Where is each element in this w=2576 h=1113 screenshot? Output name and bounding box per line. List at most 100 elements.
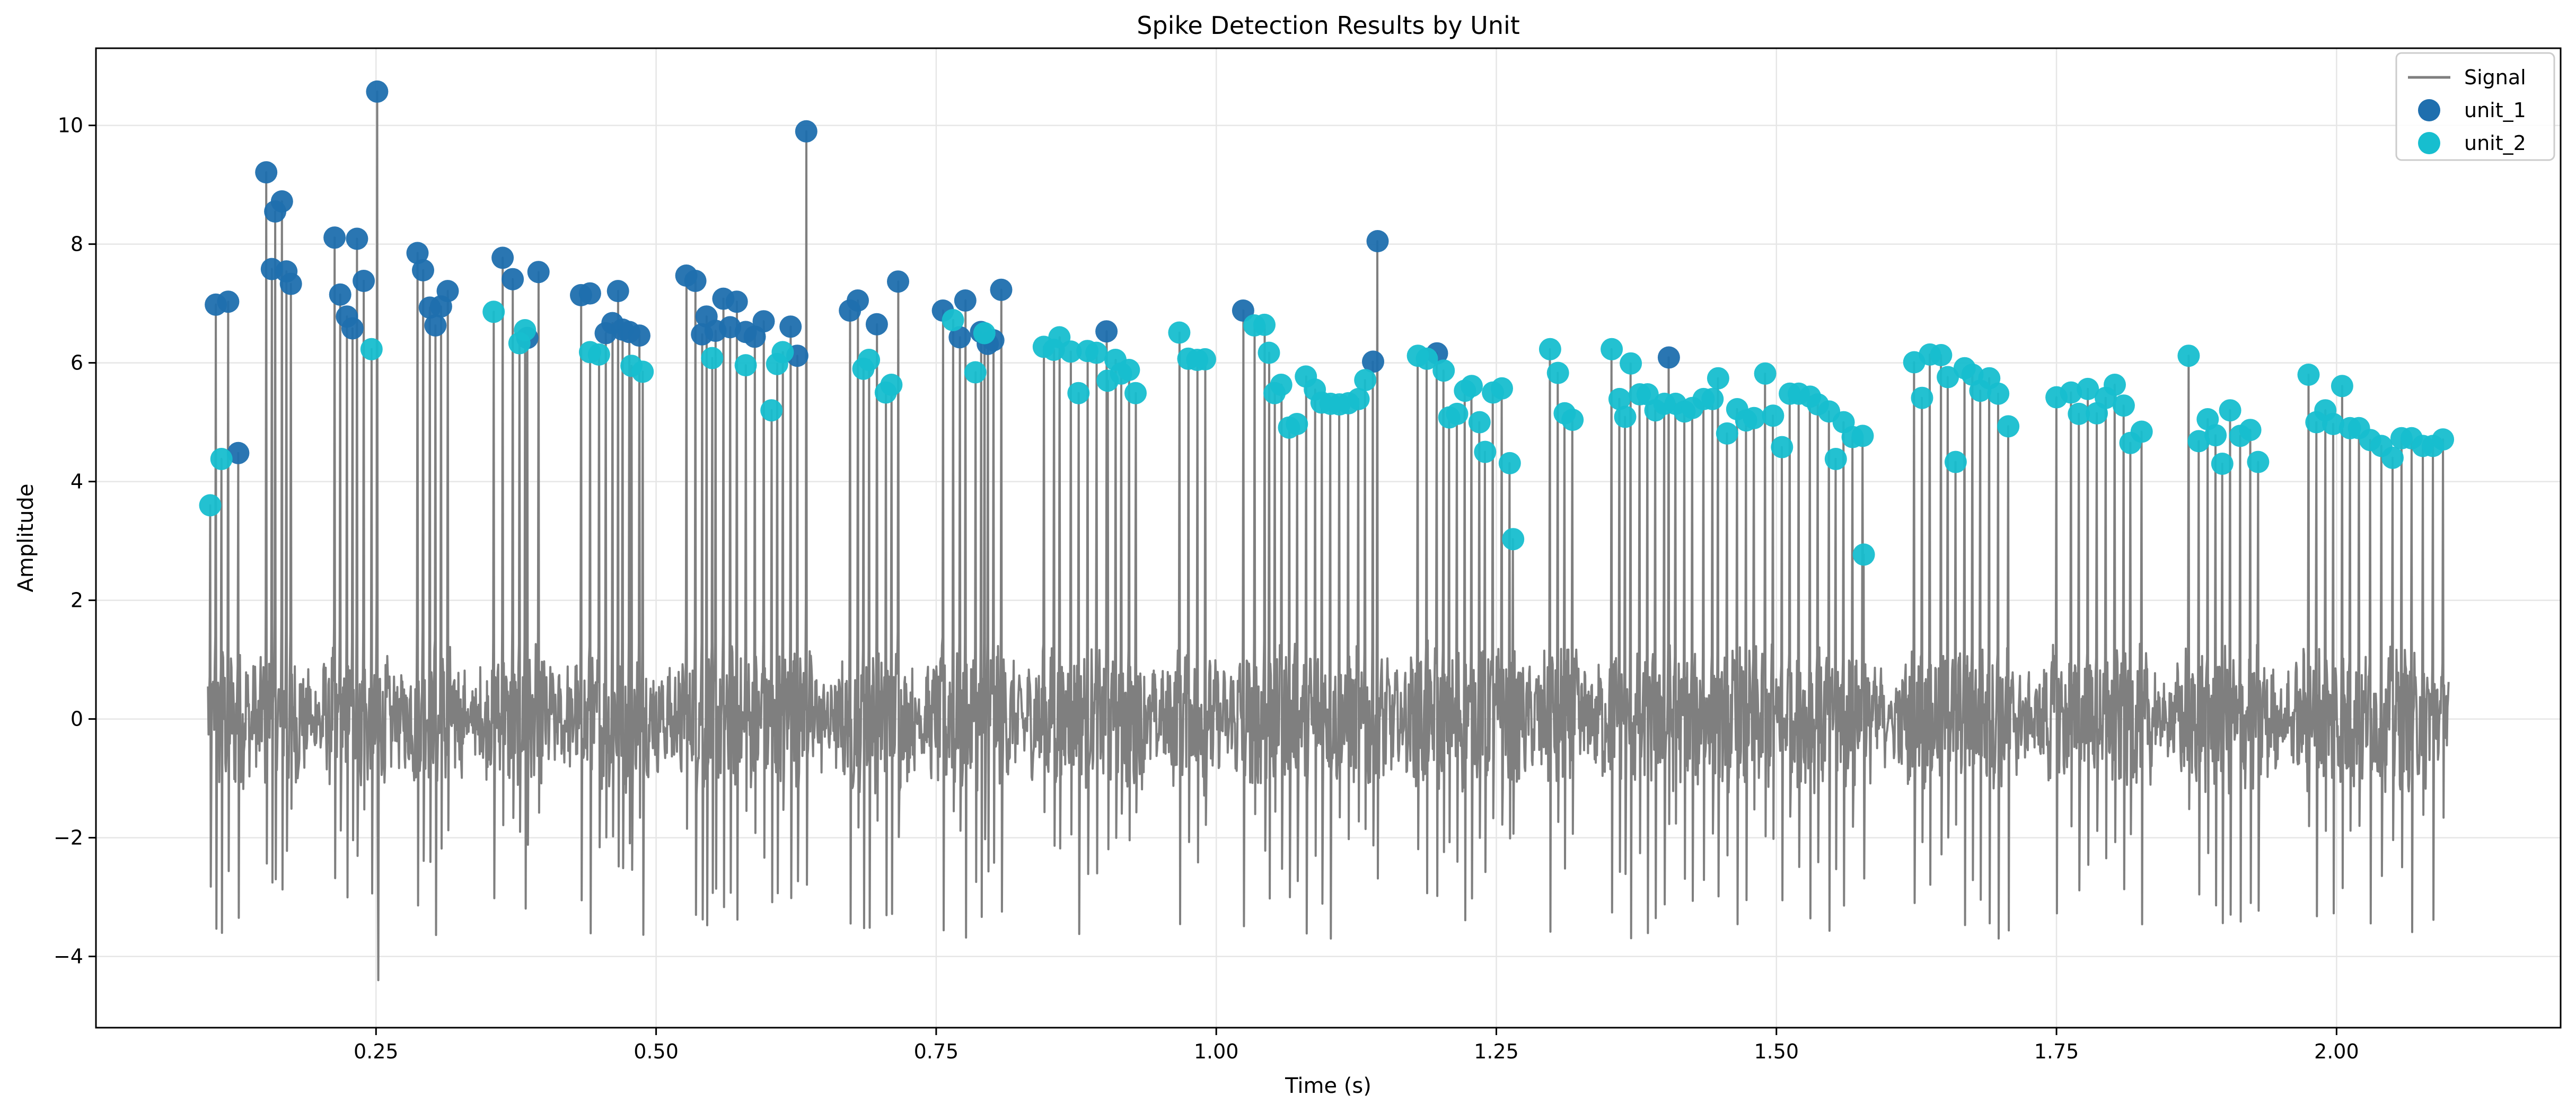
legend: Signal unit_1 unit_2 <box>2395 52 2555 161</box>
x-axis-ticks: 0.25 0.50 0.75 1.00 1.25 1.50 1.75 2.00 <box>354 1028 2359 1063</box>
unit-2-spike-marker <box>1614 405 1637 428</box>
unit-1-spike-marker <box>279 272 302 295</box>
unit-2-spike-marker <box>2130 420 2153 443</box>
plot-area-frame <box>95 47 2562 1029</box>
x-tick-label: 1.50 <box>1754 1040 1799 1063</box>
y-tick-label: −2 <box>54 826 83 850</box>
legend-box <box>2395 52 2555 161</box>
unit-2-spike-marker <box>1446 402 1469 425</box>
unit-2-spike-marker <box>1824 448 1847 470</box>
x-tick-label: 0.50 <box>634 1040 679 1063</box>
unit-1-spike-marker <box>990 278 1013 301</box>
unit-2-spike-marker <box>1987 382 2010 405</box>
x-tick-label: 1.00 <box>1194 1040 1239 1063</box>
unit-2-spike-marker <box>1461 375 1483 398</box>
unit-2-spike-marker <box>2068 402 2090 425</box>
unit-2-spike-marker <box>2239 419 2262 441</box>
unit-1-spike-marker <box>502 268 524 290</box>
unit-2-spike-marker <box>1085 341 1108 364</box>
y-axis-ticks: −4 −2 0 2 4 6 8 10 <box>54 114 96 968</box>
unit-1-spike-marker <box>346 227 368 250</box>
unit-1-spike-marker <box>436 280 459 303</box>
unit-2-spike-marker <box>1608 387 1631 410</box>
unit-1-spike-marker <box>1095 320 1118 343</box>
unit-2-spike-marker <box>1716 422 1738 445</box>
unit-2-spike-marker <box>1620 352 1642 375</box>
unit-2-spike-marker <box>2204 424 2227 447</box>
legend-unit-2-swatch <box>2418 132 2440 154</box>
unit-2-spike-marker <box>1416 347 1438 370</box>
unit-2-spike-marker <box>1468 411 1491 434</box>
unit-2-spike-marker <box>2177 344 2200 367</box>
legend-unit-1-swatch <box>2418 99 2440 121</box>
legend-label: Signal <box>2464 66 2526 89</box>
y-axis-label: Amplitude <box>14 484 38 593</box>
unit-1-spike-marker <box>628 324 650 347</box>
unit-2-spike-marker <box>858 349 881 371</box>
unit-2-spike-marker <box>1911 386 1933 409</box>
unit-2-spike-marker <box>1538 338 1561 360</box>
unit-2-spike-marker <box>1546 361 1569 384</box>
unit-2-spike-marker <box>2247 450 2270 473</box>
unit-2-spike-marker <box>2112 394 2135 417</box>
unit-2-spike-marker <box>2381 446 2404 469</box>
unit-2-spike-marker <box>1771 436 1793 458</box>
unit-2-spike-marker <box>514 319 537 341</box>
unit-2-spike-marker <box>760 399 783 422</box>
y-tick-label: 2 <box>71 589 83 612</box>
unit-2-spike-marker <box>1852 543 1875 566</box>
unit-2-spike-marker <box>2077 377 2099 400</box>
legend-label: unit_2 <box>2464 131 2526 155</box>
unit-2-spike-marker <box>2322 413 2344 435</box>
unit-2-spike-marker <box>1851 425 1874 447</box>
unit-2-spike-marker <box>1124 382 1147 404</box>
y-tick-label: 8 <box>71 233 83 256</box>
unit-2-spike-marker <box>1354 369 1377 392</box>
unit-1-spike-marker <box>366 80 389 103</box>
unit-1-spike-marker <box>353 270 375 292</box>
unit-2-spike-marker <box>2432 428 2455 451</box>
unit-1-spike-marker <box>725 290 748 313</box>
unit-1-spike-marker <box>865 313 888 335</box>
unit-2-spike-marker <box>587 343 610 366</box>
unit-1-spike-marker <box>323 226 346 249</box>
unit-2-spike-marker <box>1498 452 1521 474</box>
unit-1-spike-marker <box>255 161 278 184</box>
unit-2-spike-marker <box>1997 415 2020 438</box>
unit-1-spike-marker <box>578 282 601 305</box>
y-tick-label: 0 <box>71 708 83 731</box>
unit-2-spike-marker <box>1762 404 1784 427</box>
unit-2-spike-marker <box>1194 348 1216 370</box>
unit-2-spike-marker <box>1168 321 1191 344</box>
unit-2-spike-marker <box>1474 440 1497 463</box>
y-tick-label: −4 <box>54 945 83 968</box>
unit-2-spike-marker <box>973 322 996 344</box>
unit-1-spike-marker <box>406 242 429 264</box>
unit-2-spike-marker <box>2060 381 2082 404</box>
x-tick-label: 0.75 <box>914 1040 959 1063</box>
y-tick-label: 6 <box>71 351 83 375</box>
unit-2-spike-marker <box>2331 375 2353 398</box>
x-tick-label: 1.75 <box>2034 1040 2079 1063</box>
unit-2-spike-marker <box>1937 366 1959 388</box>
unit-2-spike-marker <box>880 374 903 396</box>
unit-2-spike-marker <box>1067 382 1090 404</box>
unit-2-spike-marker <box>1502 528 1525 551</box>
unit-2-spike-marker <box>1118 359 1140 381</box>
unit-1-spike-marker <box>217 290 240 313</box>
unit-1-spike-marker <box>684 270 707 292</box>
unit-2-spike-marker <box>1491 377 1513 400</box>
x-tick-label: 2.00 <box>2314 1040 2359 1063</box>
x-tick-label: 1.25 <box>1474 1040 1519 1063</box>
unit-2-spike-marker <box>701 347 724 369</box>
unit-1-spike-marker <box>527 261 550 284</box>
unit-2-spike-marker <box>942 309 964 331</box>
unit-2-markers-layer <box>199 301 2455 566</box>
unit-2-spike-marker <box>1701 387 1724 410</box>
unit-1-spike-marker <box>491 246 514 269</box>
unit-1-spike-marker <box>424 314 447 337</box>
legend-label: unit_1 <box>2464 99 2526 122</box>
unit-1-spike-marker <box>270 190 293 213</box>
unit-2-spike-marker <box>1347 387 1370 410</box>
